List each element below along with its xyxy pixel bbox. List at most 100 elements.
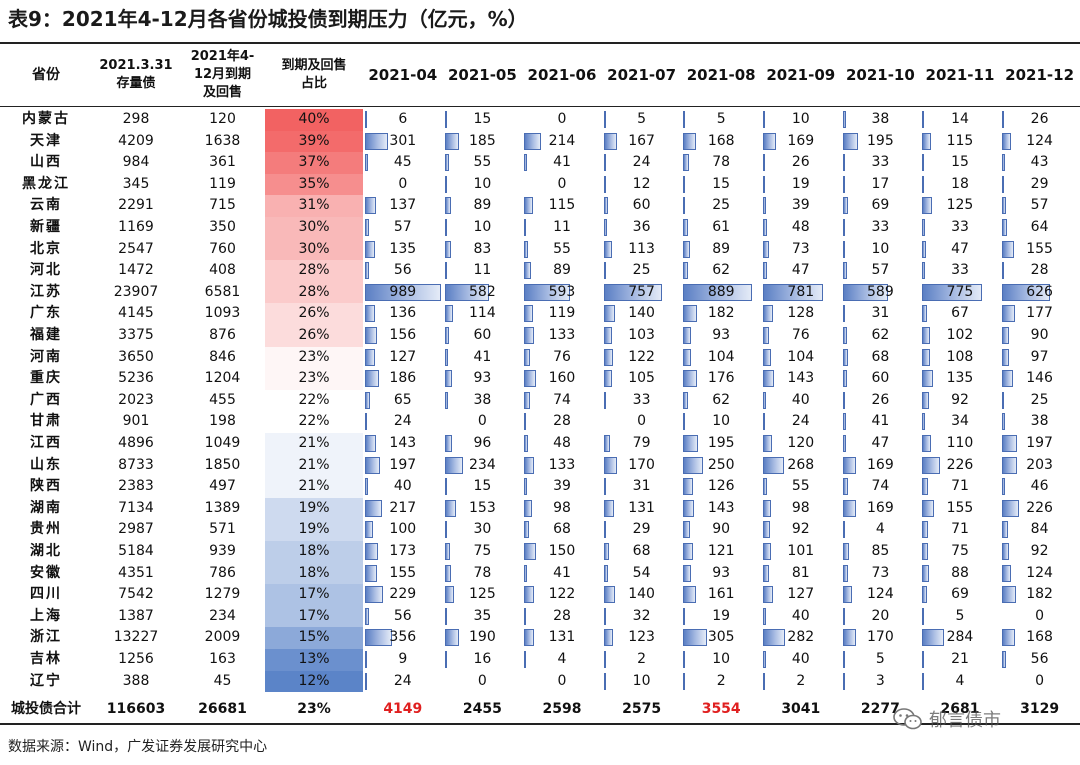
month-cell: 35 <box>443 606 523 628</box>
month-cell: 89 <box>681 239 761 261</box>
total-month-value: 3041 <box>781 701 821 717</box>
province-cell: 湖南 <box>30 499 62 516</box>
month-cell: 81 <box>761 563 841 585</box>
data-bar <box>524 305 534 323</box>
month-cell: 25 <box>602 260 682 282</box>
province-cell: 北京 <box>30 240 62 257</box>
month-cell: 14 <box>920 109 1000 131</box>
month-cell: 38 <box>443 390 523 412</box>
data-bar <box>922 154 925 172</box>
month-cell: 10 <box>761 109 841 131</box>
data-bar <box>842 327 848 344</box>
header-month-2021-06: 2021-06 <box>527 66 597 84</box>
month-cell: 4 <box>522 649 602 671</box>
data-bar <box>603 283 662 301</box>
data-bar <box>603 154 606 172</box>
data-bar <box>603 478 607 496</box>
month-cell: 229 <box>363 584 443 606</box>
header-month-2021-12: 2021-12 <box>1005 66 1075 84</box>
month-cell: 84 <box>1000 519 1080 541</box>
data-bar <box>683 586 696 604</box>
month-cell: 93 <box>443 368 523 390</box>
table-row: 辽宁 388 45 12% 24 0 0 10 2 2 3 4 0 <box>0 670 1080 693</box>
month-cell: 135 <box>920 368 1000 390</box>
month-cell: 34 <box>920 411 1000 433</box>
month-cell: 176 <box>681 368 761 390</box>
month-value: 226 <box>1026 499 1053 516</box>
data-bar <box>524 478 528 496</box>
month-cell: 226 <box>1000 498 1080 520</box>
data-bar <box>1001 370 1014 388</box>
ratio-cell: 21% <box>265 433 363 455</box>
month-cell: 24 <box>761 411 841 433</box>
month-value: 30 <box>473 521 492 538</box>
data-bar <box>922 586 928 604</box>
month-value: 104 <box>787 348 815 365</box>
month-value: 90 <box>712 521 731 538</box>
month-cell: 62 <box>681 390 761 412</box>
month-cell: 45 <box>363 152 443 174</box>
data-bar <box>524 283 570 301</box>
province-cell: 甘肃 <box>30 413 62 430</box>
month-cell: 0 <box>1000 606 1080 628</box>
data-bar <box>842 456 856 474</box>
month-cell: 78 <box>681 152 761 174</box>
month-cell: 78 <box>443 563 523 585</box>
stock-cell: 3375 <box>118 327 154 343</box>
due-cell: 163 <box>209 651 236 667</box>
table-row: 贵州 2987 571 19% 100 30 68 29 90 92 4 71 84 <box>0 519 1080 541</box>
total-month-value: 2277 <box>860 701 900 717</box>
province-cell: 云南 <box>30 197 62 214</box>
month-value: 140 <box>628 586 655 603</box>
month-cell: 105 <box>602 368 682 390</box>
table-row: 广西 2023 455 22% 65 38 74 33 62 40 26 92 25 <box>0 389 1080 412</box>
data-bar <box>922 240 926 258</box>
month-cell: 182 <box>681 303 761 325</box>
data-bar <box>842 435 847 452</box>
data-bar <box>922 629 944 647</box>
month-value: 41 <box>871 413 890 430</box>
month-cell: 32 <box>602 606 682 628</box>
month-cell: 170 <box>841 627 921 649</box>
data-bar <box>603 391 607 409</box>
province-cell: 山东 <box>30 456 62 473</box>
month-cell: 5 <box>841 649 921 671</box>
data-bar <box>683 154 690 172</box>
month-cell: 115 <box>920 131 1000 153</box>
month-value: 60 <box>871 370 890 387</box>
month-cell: 124 <box>841 584 921 606</box>
month-cell: 0 <box>443 671 523 693</box>
month-value: 93 <box>712 327 731 343</box>
data-bar <box>683 283 752 301</box>
month-value: 125 <box>946 197 974 214</box>
month-cell: 93 <box>681 563 761 585</box>
month-cell: 39 <box>522 476 602 498</box>
month-value: 84 <box>1030 521 1049 538</box>
month-cell: 10 <box>602 671 682 693</box>
month-value: 34 <box>951 413 969 430</box>
month-value: 32 <box>632 607 651 624</box>
data-bar <box>683 672 686 690</box>
month-cell: 102 <box>920 325 1000 347</box>
month-value: 97 <box>1030 348 1049 365</box>
province-cell: 河南 <box>30 348 62 365</box>
month-value: 47 <box>791 262 810 279</box>
month-cell: 21 <box>920 649 1000 671</box>
total-due: 26681 <box>198 701 247 717</box>
month-value: 21 <box>951 651 969 667</box>
month-cell: 125 <box>920 195 1000 217</box>
month-value: 169 <box>867 499 894 516</box>
data-bar <box>763 543 771 560</box>
data-bar <box>922 348 931 366</box>
month-value: 110 <box>946 435 974 451</box>
month-cell: 168 <box>1000 627 1080 649</box>
header-month-2021-10: 2021-10 <box>845 66 915 84</box>
month-cell: 62 <box>681 260 761 282</box>
data-bar <box>524 348 531 366</box>
data-bar <box>1001 629 1015 647</box>
month-value: 781 <box>787 283 815 300</box>
month-cell: 146 <box>1000 368 1080 390</box>
data-bar <box>842 478 849 496</box>
province-cell: 重庆 <box>30 370 62 387</box>
header-due-line3: 及回售 <box>202 85 242 100</box>
